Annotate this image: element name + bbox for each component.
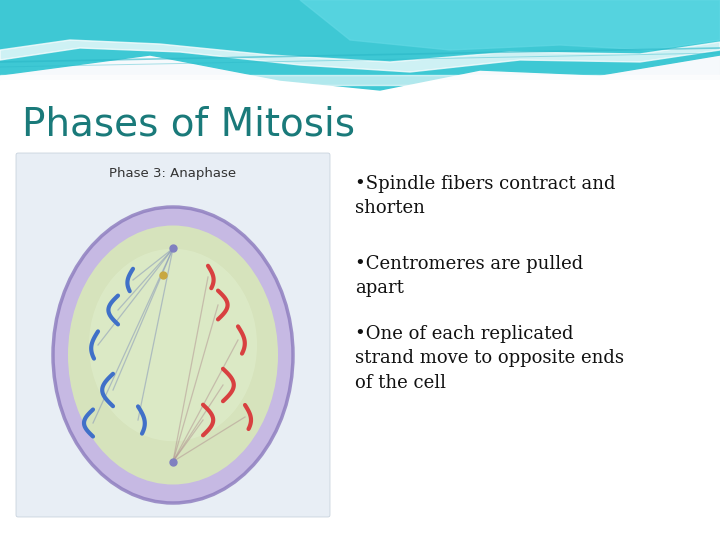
Text: •One of each replicated
strand move to opposite ends
of the cell: •One of each replicated strand move to o… [355,325,624,392]
Ellipse shape [68,226,278,484]
Text: •Centromeres are pulled
apart: •Centromeres are pulled apart [355,255,583,298]
Text: Phases of Mitosis: Phases of Mitosis [22,105,355,143]
Bar [0,80,720,540]
Polygon shape [0,40,720,72]
Ellipse shape [89,249,257,441]
Polygon shape [0,0,720,90]
Polygon shape [300,0,720,50]
Ellipse shape [53,207,293,503]
FancyBboxPatch shape [16,153,330,517]
Text: Phase 3: Anaphase: Phase 3: Anaphase [109,166,237,179]
Bar [0,75,720,85]
Text: •Spindle fibers contract and
shorten: •Spindle fibers contract and shorten [355,175,616,217]
